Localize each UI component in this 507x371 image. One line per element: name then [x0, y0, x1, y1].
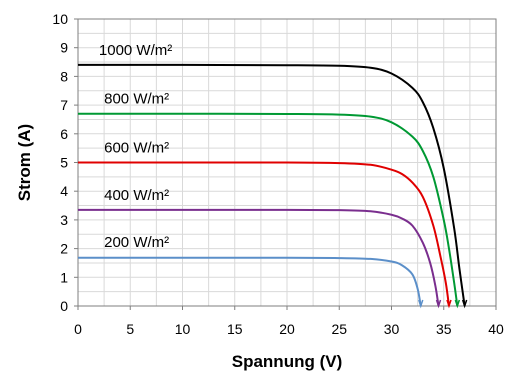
series-label: 600 W/m²	[104, 139, 169, 156]
series-end-marker	[446, 299, 452, 309]
series-end-marker	[454, 299, 461, 309]
series-labels: 1000 W/m² 800 W/m² 600 W/m² 400 W/m² 200 W/m…	[99, 42, 172, 251]
series-label: 200 W/m²	[104, 234, 169, 251]
series-label: 1000 W/m²	[99, 42, 172, 59]
y-tick-label: 6	[60, 126, 68, 142]
x-tick-label: 35	[436, 321, 452, 337]
y-tick-label: 2	[60, 241, 68, 257]
series-label: 400 W/m²	[104, 187, 169, 204]
series-line	[77, 256, 422, 307]
x-axis-ticks: 0 5 10 15 20 25 30 35 40	[74, 306, 504, 337]
y-axis-ticks: 0 1 2 3 4 5 6 7 8 9 10	[52, 11, 78, 314]
y-tick-label: 9	[60, 40, 68, 56]
x-tick-label: 10	[175, 321, 191, 337]
series-end-marker	[418, 299, 424, 309]
y-tick-label: 0	[60, 298, 68, 314]
series-line	[77, 161, 450, 307]
y-tick-label: 1	[60, 269, 68, 285]
x-tick-label: 5	[126, 321, 134, 337]
y-tick-label: 10	[52, 11, 68, 27]
y-tick-label: 3	[60, 212, 68, 228]
y-tick-label: 7	[60, 97, 68, 113]
x-tick-label: 25	[331, 321, 347, 337]
y-tick-label: 4	[60, 183, 68, 199]
series-end-marker	[435, 299, 442, 309]
x-tick-label: 15	[227, 321, 243, 337]
y-tick-label: 5	[60, 155, 68, 171]
x-tick-label: 40	[488, 321, 504, 337]
series-line	[78, 208, 440, 307]
x-axis-label: Spannung (V)	[232, 352, 342, 371]
series-line	[77, 112, 459, 307]
series-line	[77, 63, 466, 307]
x-tick-label: 0	[74, 321, 82, 337]
x-tick-label: 30	[384, 321, 400, 337]
series-label: 800 W/m²	[104, 91, 169, 108]
series-lines	[77, 63, 468, 309]
series-end-marker	[461, 299, 468, 309]
y-axis-label: Strom (A)	[15, 124, 34, 201]
x-tick-label: 20	[279, 321, 295, 337]
y-tick-label: 8	[60, 68, 68, 84]
